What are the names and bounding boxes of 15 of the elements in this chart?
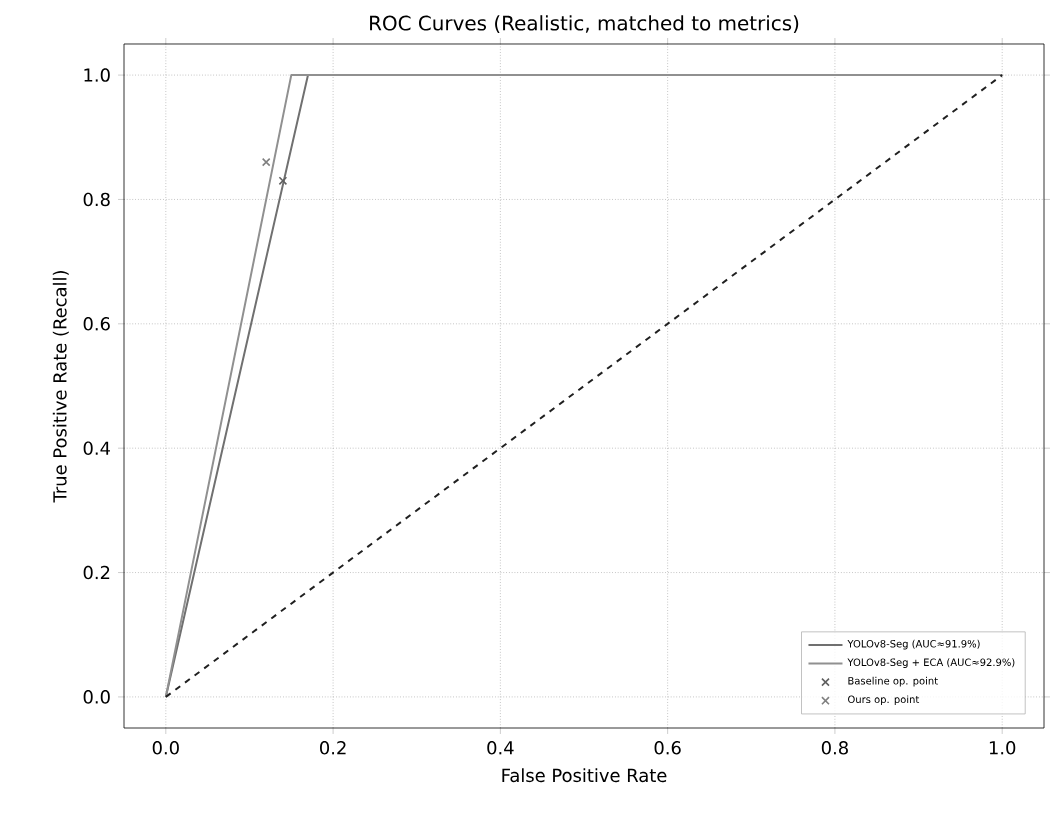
x-tick-label: 0.2 [320,741,346,755]
x-tick-label: 1.0 [989,741,1016,755]
x-tick-label: 0.8 [821,741,848,755]
y-tick-label: 1.0 [84,68,110,82]
y-tick-label: 0.6 [83,317,110,331]
y-tick-label: 0.8 [83,192,110,207]
x-tick-label: 0.6 [654,741,681,755]
y-axis-title: True Positive Rate (Recall) [52,271,69,503]
chart-title: ROC Curves (Realistic, matched to metrics) [370,15,799,33]
y-tick-label: 0.4 [83,441,110,455]
x-axis-title: False Positive Rate [502,768,667,783]
y-tick-label: 0.0 [83,690,110,704]
x-tick-label: 0.0 [152,741,179,755]
x-tick-label: 0.4 [487,741,514,755]
y-tick-label: 0.2 [83,565,110,580]
